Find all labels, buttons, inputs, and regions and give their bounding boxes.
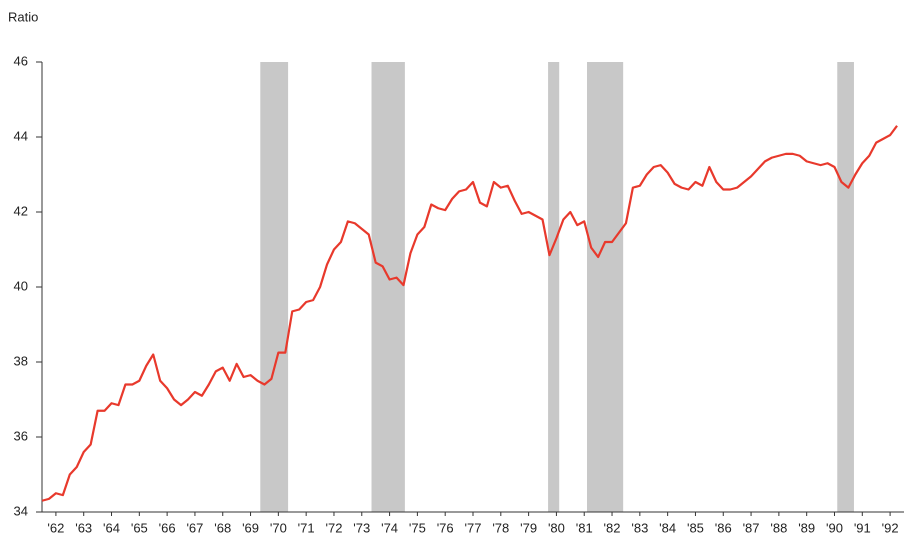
- x-tick-label: '63: [75, 520, 92, 535]
- x-tick-label: '81: [576, 520, 593, 535]
- y-axis-label: Ratio: [8, 9, 38, 24]
- x-tick-label: '82: [604, 520, 621, 535]
- x-tick-label: '91: [854, 520, 871, 535]
- x-tick-label: '67: [186, 520, 203, 535]
- x-tick-label: '65: [131, 520, 148, 535]
- x-tick-label: '89: [798, 520, 815, 535]
- x-tick-label: '66: [159, 520, 176, 535]
- x-tick-label: '74: [381, 520, 398, 535]
- y-tick-label: 34: [14, 503, 28, 518]
- x-tick-label: '73: [353, 520, 370, 535]
- x-tick-label: '92: [882, 520, 899, 535]
- x-tick-label: '71: [298, 520, 315, 535]
- x-tick-label: '87: [743, 520, 760, 535]
- shaded-period: [548, 62, 560, 512]
- x-tick-label: '68: [214, 520, 231, 535]
- x-tick-label: '83: [631, 520, 648, 535]
- x-tick-label: '80: [548, 520, 565, 535]
- x-tick-label: '78: [492, 520, 509, 535]
- x-tick-label: '75: [409, 520, 426, 535]
- y-tick-label: 42: [14, 203, 28, 218]
- y-tick-label: 38: [14, 353, 28, 368]
- x-tick-label: '72: [325, 520, 342, 535]
- y-tick-label: 40: [14, 278, 28, 293]
- x-tick-label: '84: [659, 520, 676, 535]
- x-tick-label: '62: [47, 520, 64, 535]
- line-series: [41, 125, 898, 502]
- x-tick-label: '76: [437, 520, 454, 535]
- x-tick-label: '86: [715, 520, 732, 535]
- x-tick-label: '85: [687, 520, 704, 535]
- y-tick-label: 46: [14, 53, 28, 68]
- x-tick-label: '64: [103, 520, 120, 535]
- x-tick-label: '90: [826, 520, 843, 535]
- x-tick-label: '79: [520, 520, 537, 535]
- x-tick-label: '69: [242, 520, 259, 535]
- x-tick-label: '88: [770, 520, 787, 535]
- shaded-period: [371, 62, 405, 512]
- shaded-period: [587, 62, 624, 512]
- shaded-period: [837, 62, 854, 512]
- x-tick-label: '77: [465, 520, 482, 535]
- x-tick-label: '70: [270, 520, 287, 535]
- shaded-period: [260, 62, 289, 512]
- y-tick-label: 44: [14, 128, 28, 143]
- y-tick-label: 36: [14, 428, 28, 443]
